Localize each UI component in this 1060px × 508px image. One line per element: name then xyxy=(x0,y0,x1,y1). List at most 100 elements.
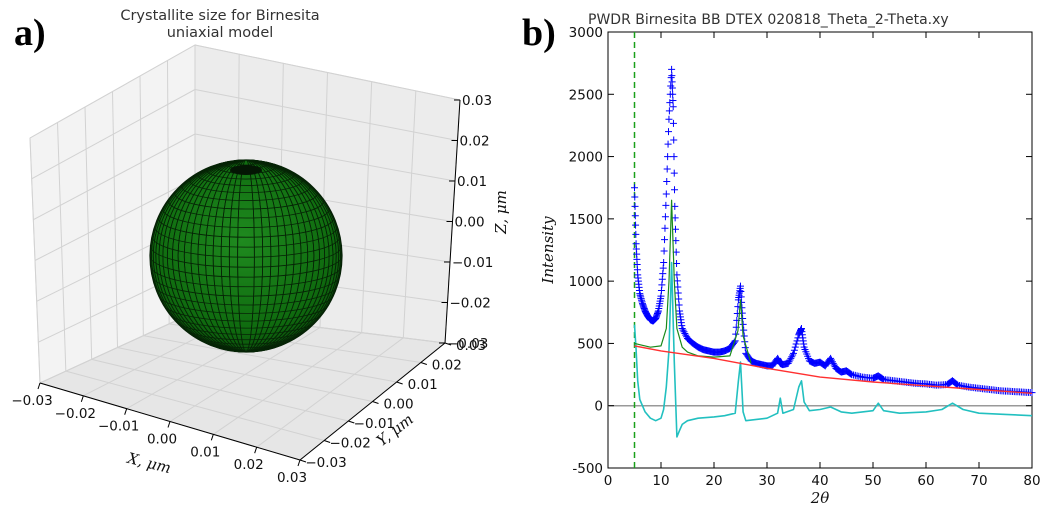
chart-b-plot-frame xyxy=(607,31,1033,469)
chart-a-zlabel: Z, μm xyxy=(492,190,510,235)
observed-point xyxy=(757,360,765,368)
observed-point xyxy=(695,344,703,352)
observed-point xyxy=(675,301,683,309)
sphere-latitude xyxy=(151,275,341,297)
observed-point xyxy=(826,356,834,364)
observed-point xyxy=(732,330,740,338)
observed-point xyxy=(743,351,751,359)
observed-point xyxy=(952,380,960,388)
observed-point xyxy=(1000,387,1008,395)
observed-point xyxy=(737,288,745,296)
observed-point xyxy=(692,342,700,350)
observed-point xyxy=(819,360,827,368)
observed-point xyxy=(669,90,677,98)
observed-point xyxy=(682,331,690,339)
observed-point xyxy=(668,78,676,86)
observed-point xyxy=(901,378,909,386)
observed-point xyxy=(734,303,742,311)
observed-point xyxy=(924,380,932,388)
observed-point xyxy=(818,359,826,367)
observed-point xyxy=(643,310,651,318)
observed-point xyxy=(686,337,694,345)
observed-point xyxy=(848,371,856,379)
observed-point xyxy=(653,310,661,318)
observed-point xyxy=(1024,388,1032,396)
observed-point xyxy=(954,381,962,389)
sphere-pole xyxy=(230,165,262,175)
observed-point xyxy=(635,283,643,291)
observed-point xyxy=(786,356,794,364)
observed-point xyxy=(650,316,658,324)
observed-point xyxy=(661,224,669,232)
observed-point xyxy=(727,343,735,351)
observed-point xyxy=(631,202,639,210)
observed-point xyxy=(673,259,681,267)
observed-point xyxy=(698,345,706,353)
x-tick-label: 70 xyxy=(970,473,987,489)
observed-point xyxy=(800,343,808,351)
observed-point xyxy=(657,292,665,300)
observed-point xyxy=(948,377,956,385)
observed-point xyxy=(738,304,746,312)
chart-b-title: PWDR Birnesita BB DTEX 020818_Theta_2-Th… xyxy=(588,12,949,28)
observed-point xyxy=(741,338,749,346)
observed-point xyxy=(633,255,641,263)
chart-b-series xyxy=(608,32,1036,468)
observed-point xyxy=(751,359,759,367)
observed-point xyxy=(943,381,951,389)
observed-point xyxy=(844,368,852,376)
observed-point xyxy=(744,352,752,360)
observed-point xyxy=(638,296,646,304)
observed-point xyxy=(799,337,807,345)
observed-point xyxy=(977,384,985,392)
observed-point xyxy=(665,128,673,136)
observed-point xyxy=(669,119,677,127)
observed-point xyxy=(838,368,846,376)
sphere-latitude xyxy=(167,200,325,219)
observed-point xyxy=(968,383,976,391)
observed-point xyxy=(764,362,772,370)
sphere-latitude xyxy=(149,255,343,278)
observed-point xyxy=(765,362,773,370)
observed-point xyxy=(649,317,657,325)
observed-point xyxy=(873,373,881,381)
observed-point xyxy=(763,362,771,370)
observed-point xyxy=(801,345,809,353)
observed-point xyxy=(774,356,782,364)
y-tick-label: 1000 xyxy=(569,274,603,290)
observed-point xyxy=(869,374,877,382)
y-tick-label: 0.03 xyxy=(456,338,486,354)
observed-point xyxy=(638,298,646,306)
observed-point xyxy=(707,348,715,356)
observed-point xyxy=(724,345,732,353)
sphere-longitude xyxy=(149,159,343,353)
observed-point xyxy=(735,289,743,297)
sphere-latitude xyxy=(157,294,335,314)
observed-point xyxy=(635,280,643,288)
y-tick xyxy=(324,440,331,443)
observed-point xyxy=(832,364,840,372)
observed-point xyxy=(934,381,942,389)
observed-point xyxy=(647,316,655,324)
observed-point xyxy=(667,82,675,90)
observed-point xyxy=(671,202,679,210)
observed-point xyxy=(728,342,736,350)
observed-point xyxy=(837,368,845,376)
observed-point xyxy=(701,346,709,354)
observed-point xyxy=(759,361,767,369)
observed-point xyxy=(885,376,893,384)
observed-point xyxy=(715,348,723,356)
observed-point xyxy=(888,377,896,385)
observed-point xyxy=(808,358,816,366)
x-tick xyxy=(37,382,41,390)
chart-a-title-line-2: uniaxial model xyxy=(166,25,274,41)
observed-point xyxy=(996,387,1004,395)
observed-point xyxy=(811,359,819,367)
x-tick xyxy=(254,447,258,454)
observed-point xyxy=(767,362,775,370)
observed-point xyxy=(899,378,907,386)
observed-point xyxy=(725,345,733,353)
observed-point xyxy=(672,248,680,256)
observed-point xyxy=(735,291,743,299)
observed-point xyxy=(970,384,978,392)
